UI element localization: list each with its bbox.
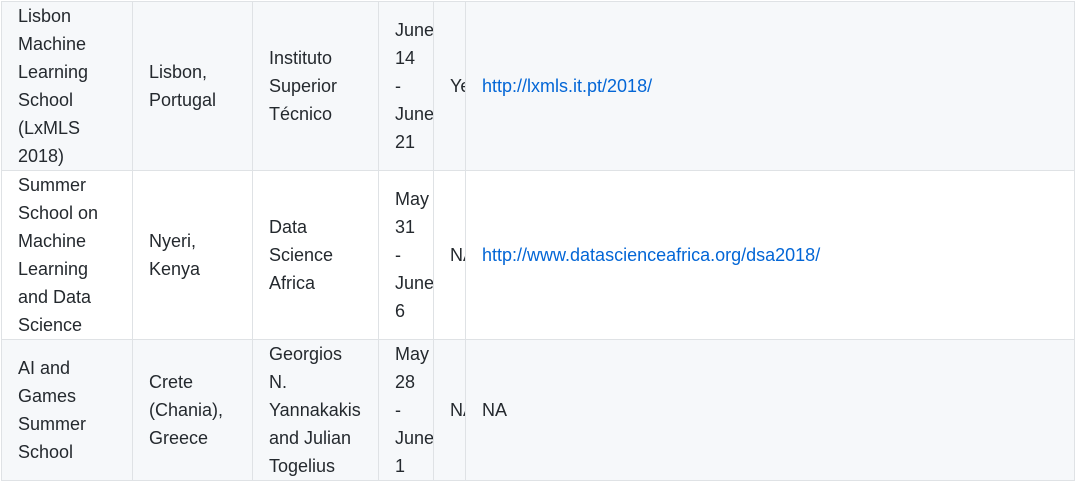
- table-row: AI and Games Summer School Crete (Chania…: [1, 339, 1075, 481]
- school-link[interactable]: http://www.datascienceafrica.org/dsa2018…: [482, 245, 821, 265]
- school-name-cell: Lisbon Machine Learning School (LxMLS 20…: [1, 1, 133, 171]
- organizer-cell: Georgios N. Yannakakis and Julian Togeli…: [252, 339, 379, 481]
- dates-cell: June 14 - June 21: [378, 1, 434, 171]
- school-name-cell: AI and Games Summer School: [1, 339, 133, 481]
- link-cell: http://www.datascienceafrica.org/dsa2018…: [465, 170, 1075, 340]
- table-row: Lisbon Machine Learning School (LxMLS 20…: [1, 1, 1075, 171]
- dates-cell: May 28 - June 1: [378, 339, 434, 481]
- organizer-cell: Data Science Africa: [252, 170, 379, 340]
- table-row: Summer School on Machine Learning and Da…: [1, 170, 1075, 340]
- link-cell: http://lxmls.it.pt/2018/: [465, 1, 1075, 171]
- location-cell: Nyeri, Kenya: [132, 170, 253, 340]
- location-cell: Lisbon, Portugal: [132, 1, 253, 171]
- deadline-cell: NA: [433, 339, 466, 481]
- link-cell: NA: [465, 339, 1075, 481]
- deadline-cell: Yes: [433, 1, 466, 171]
- organizer-cell: Instituto Superior Técnico: [252, 1, 379, 171]
- school-link[interactable]: http://lxmls.it.pt/2018/: [482, 76, 653, 96]
- location-cell: Crete (Chania), Greece: [132, 339, 253, 481]
- school-name-cell: Summer School on Machine Learning and Da…: [1, 170, 133, 340]
- dates-cell: May 31 - June 6: [378, 170, 434, 340]
- deadline-cell: NA: [433, 170, 466, 340]
